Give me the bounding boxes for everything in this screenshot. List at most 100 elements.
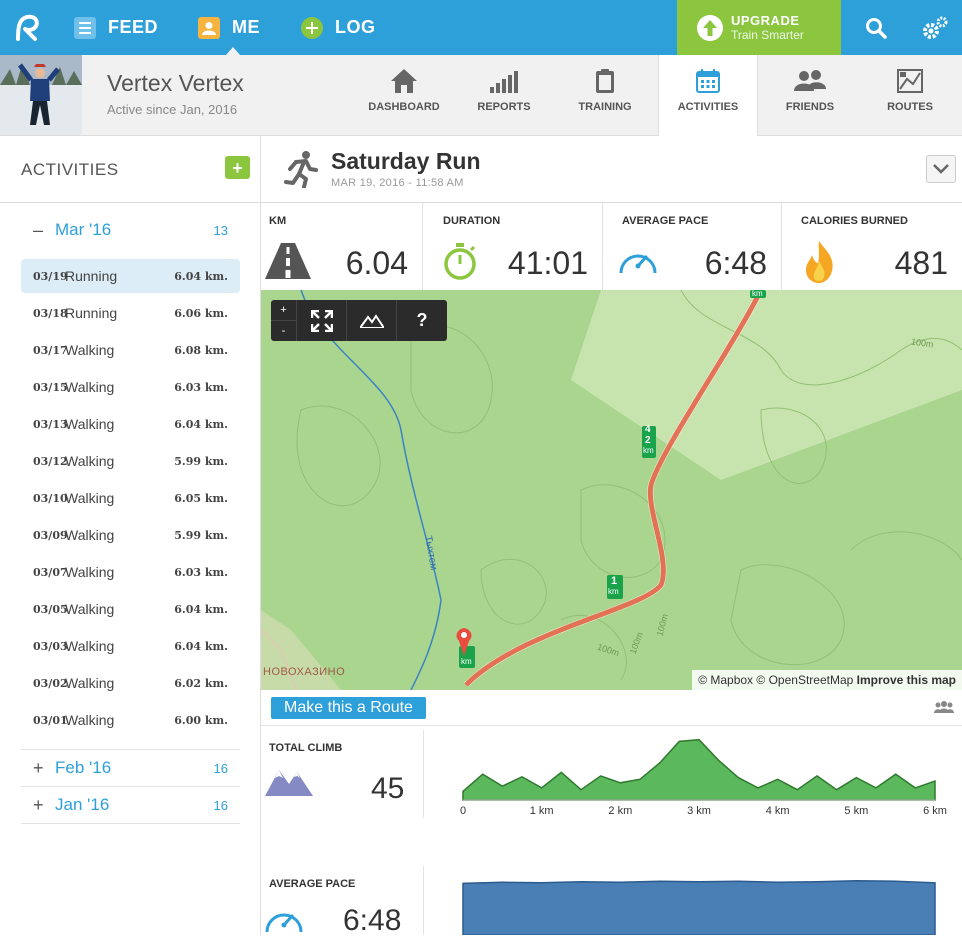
tab-training-label: TRAINING [578, 101, 632, 113]
km-marker-2: 2 [645, 435, 651, 446]
nav-feed[interactable]: FEED [74, 0, 158, 55]
attribution-osm[interactable]: © OpenStreetMap [756, 673, 854, 687]
activity-distance: 6.02 km. [174, 676, 228, 690]
nav-log[interactable]: LOG [301, 0, 376, 55]
divider [423, 730, 424, 818]
avatar[interactable] [0, 55, 82, 135]
activity-item[interactable]: 03/17 Walking 6.08 km. [21, 333, 240, 367]
activity-item[interactable]: 03/13 Walking 6.04 km. [21, 407, 240, 441]
divider [21, 786, 240, 787]
route-map[interactable]: 4 2 km 1 km km km НОВОХАЗИНО Тыхтем 100m… [261, 290, 962, 690]
activity-item[interactable]: 03/18 Running 6.06 km. [21, 296, 240, 330]
user-icon [198, 16, 220, 39]
tab-activities[interactable]: ACTIVITIES [658, 55, 758, 136]
road-icon [265, 243, 311, 279]
sidebar-title: ACTIVITIES [21, 160, 119, 179]
elevation-chart[interactable]: 0 1 km 2 km 3 km 4 km 5 km 6 km [457, 726, 951, 826]
terrain-button[interactable] [347, 300, 397, 341]
activity-item[interactable]: 03/19 Running 6.04 km. [21, 259, 240, 293]
activity-date: 03/18 [33, 306, 68, 320]
stat-duration: DURATION 41:01 [423, 203, 603, 291]
divider [21, 749, 240, 750]
map-attribution: © Mapbox © OpenStreetMap Improve this ma… [692, 670, 962, 690]
fullscreen-button[interactable] [297, 300, 347, 341]
month-toggle-jan[interactable]: + Jan '16 16 [21, 787, 240, 823]
settings-button[interactable] [910, 0, 960, 55]
month-toggle-mar[interactable]: – Mar '16 13 [21, 212, 240, 248]
month-label: Mar '16 [55, 220, 112, 239]
activity-type: Walking [65, 564, 115, 580]
tab-dashboard[interactable]: DASHBOARD [354, 55, 454, 135]
activity-title: Saturday Run [331, 148, 481, 174]
tab-routes[interactable]: ROUTES [860, 55, 960, 135]
activity-item[interactable]: 03/02 Walking 6.02 km. [21, 666, 240, 700]
top-nav-bar: FEED ME LOG UPGRADE Train Smarter [0, 0, 962, 55]
activity-item[interactable]: 03/15 Walking 6.03 km. [21, 370, 240, 404]
tab-reports[interactable]: REPORTS [454, 55, 554, 135]
activity-distance: 6.04 km. [174, 639, 228, 653]
group-icon[interactable] [934, 701, 954, 713]
tab-friends[interactable]: FRIENDS [760, 55, 860, 135]
nav-me[interactable]: ME [198, 0, 260, 55]
stat-value: 481 [894, 245, 948, 281]
arrow-up-icon [697, 14, 723, 41]
activity-type: Walking [65, 601, 115, 617]
upgrade-button[interactable]: UPGRADE Train Smarter [677, 0, 841, 55]
map-controls: + - ? [271, 300, 447, 341]
attribution-mapbox[interactable]: © Mapbox [698, 673, 754, 687]
tab-reports-label: REPORTS [477, 101, 531, 113]
activity-options-dropdown[interactable] [926, 155, 956, 183]
activity-type: Walking [65, 527, 115, 543]
activity-date: 03/17 [33, 343, 68, 357]
activity-date: 03/12 [33, 454, 68, 468]
search-button[interactable] [851, 0, 901, 55]
stat-distance: KM 6.04 [261, 203, 423, 291]
activity-type: Running [65, 268, 118, 284]
activity-date: 03/19 [33, 269, 68, 283]
home-icon [391, 69, 417, 93]
activity-date: 03/15 [33, 380, 68, 394]
map-canvas [261, 290, 962, 690]
tab-training[interactable]: TRAINING [555, 55, 655, 135]
clipboard-icon [596, 69, 614, 93]
pace-section: AVERAGE PACE 6:48 [261, 860, 962, 937]
pace-chart[interactable] [457, 860, 951, 935]
elevation-section: TOTAL CLIMB 45 0 1 km 2 km 3 km 4 km 5 km 6 km [261, 726, 962, 841]
zoom-in-button[interactable]: + [280, 304, 287, 316]
map-help-button[interactable]: ? [416, 310, 428, 330]
fullscreen-icon [310, 309, 333, 332]
add-activity-button[interactable]: + [225, 156, 250, 179]
month-toggle-feb[interactable]: + Feb '16 16 [21, 750, 240, 786]
speedometer-icon [619, 254, 657, 274]
activity-stats: KM 6.04 DURATION 41:01 AVERAGE PACE 6:48… [261, 202, 962, 291]
divider [0, 202, 260, 203]
x-tick-label: 5 km [844, 805, 868, 817]
runkeeper-logo-icon[interactable] [0, 0, 55, 55]
activity-item[interactable]: 03/07 Walking 6.03 km. [21, 555, 240, 589]
activity-distance: 6.05 km. [174, 491, 228, 505]
search-icon [866, 17, 887, 39]
improve-map-link[interactable]: Improve this map [856, 673, 956, 687]
activity-item[interactable]: 03/09 Walking 5.99 km. [21, 518, 240, 552]
activity-type: Walking [65, 712, 115, 728]
stat-calories: CALORIES BURNED 481 [782, 203, 962, 291]
km-marker-1: 1 [611, 575, 618, 587]
stat-average-pace: AVERAGE PACE 6:48 [603, 203, 782, 291]
activity-item[interactable]: 03/03 Walking 6.04 km. [21, 629, 240, 663]
pace-series-area [462, 879, 936, 935]
x-tick-label: 3 km [687, 805, 711, 817]
plus-circle-icon [301, 16, 323, 39]
zoom-out-button[interactable]: - [271, 320, 296, 341]
make-route-button[interactable]: Make this a Route [271, 697, 426, 719]
upgrade-title: UPGRADE [731, 13, 800, 28]
expand-icon: + [33, 757, 44, 778]
activity-item[interactable]: 03/12 Walking 5.99 km. [21, 444, 240, 478]
activity-item[interactable]: 03/05 Walking 6.04 km. [21, 592, 240, 626]
activity-distance: 6.04 km. [174, 417, 228, 431]
activity-date: 03/05 [33, 602, 68, 616]
activity-date: 03/03 [33, 639, 68, 653]
activity-item[interactable]: 03/01 Walking 6.00 km. [21, 703, 240, 737]
activity-item[interactable]: 03/10 Walking 6.05 km. [21, 481, 240, 515]
km-marker-unit: km [461, 657, 472, 666]
stat-value: 6.04 [345, 245, 408, 281]
